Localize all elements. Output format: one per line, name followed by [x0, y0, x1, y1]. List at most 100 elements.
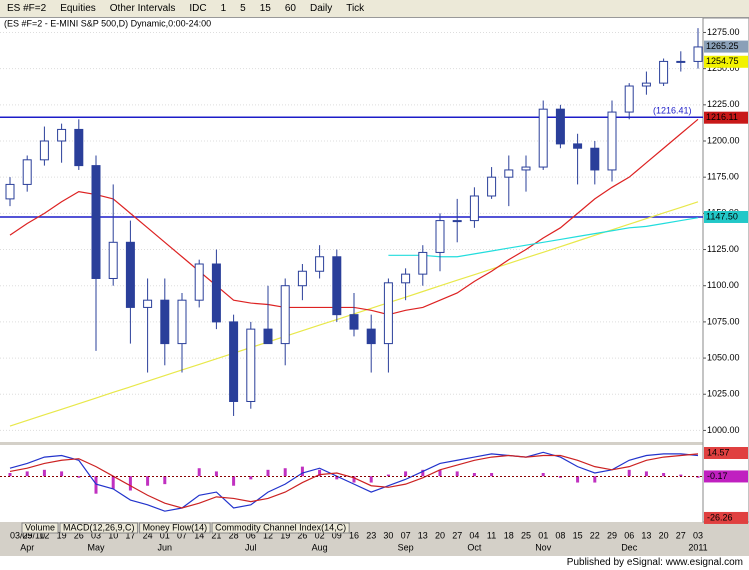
interval[interactable]: 1 — [220, 3, 227, 14]
candle-body — [5, 183, 15, 200]
x-tick-label: 04 — [469, 530, 479, 540]
candle-body — [91, 165, 101, 279]
x-month-label: Dec — [621, 542, 638, 552]
candle-body — [590, 147, 600, 171]
candle-body — [624, 85, 634, 113]
chart: (ES #F=2 - E-MINI S&P 500,D) Dynamic,0:0… — [0, 18, 749, 552]
tab-label: Commodity Channel Index(14,C) — [215, 522, 346, 532]
y-tick-label: -26.26 — [707, 512, 733, 522]
candle-body — [538, 108, 548, 168]
x-tick-label: 29 — [607, 530, 617, 540]
histogram-bar — [300, 466, 304, 477]
x-month-label: Oct — [467, 542, 482, 552]
histogram-bar — [576, 476, 580, 483]
interval[interactable]: Daily — [309, 3, 333, 14]
candle-body — [521, 166, 531, 171]
tab[interactable]: Money Flow(14) — [139, 522, 211, 534]
candle-body — [22, 159, 32, 185]
tab-box — [211, 522, 350, 534]
candle-body — [349, 314, 359, 330]
candle-body — [125, 241, 135, 308]
menu[interactable]: IDC — [189, 3, 207, 14]
tab-box — [21, 522, 59, 534]
histogram-bar — [128, 476, 132, 491]
candle-body — [194, 263, 204, 301]
footer: Published by eSignal: www.esignal.com — [0, 556, 749, 570]
candle-body — [297, 270, 307, 287]
candle-body — [143, 299, 153, 308]
candle-body — [74, 128, 84, 167]
x-tick-label: 27 — [676, 530, 686, 540]
histogram-bar — [455, 471, 459, 477]
y-tick-label: -0.17 — [707, 471, 728, 481]
price-badge-label: 1147.50 — [706, 211, 738, 221]
histogram-bar — [60, 471, 64, 477]
symbol[interactable]: ES #F=2 — [7, 3, 47, 14]
x-tick-label: 07 — [401, 530, 411, 540]
x-tick-label: 28 — [229, 530, 239, 540]
histogram-bar — [232, 476, 236, 486]
y-tick-label: 1050.00 — [707, 352, 740, 362]
candle-body — [160, 299, 170, 345]
histogram-bar — [369, 476, 373, 483]
menu[interactable]: Equities — [60, 3, 96, 14]
histogram-bar — [438, 469, 442, 477]
interval[interactable]: Tick — [346, 3, 365, 14]
price-badge — [704, 210, 748, 223]
histogram-bar — [404, 471, 408, 477]
y-tick-label: 1250.00 — [707, 63, 740, 73]
candle-body — [211, 263, 221, 323]
x-tick-label: 03/29/10 — [10, 530, 45, 540]
x-tick-label: 02 — [315, 530, 325, 540]
histogram-bar — [679, 474, 683, 477]
tab[interactable]: MACD(12,26,9,C) — [59, 522, 139, 534]
x-tick-label: 10 — [108, 530, 118, 540]
histogram-bar — [77, 476, 81, 478]
candle-body — [108, 241, 118, 279]
y-tick-label: 1025.00 — [707, 389, 740, 399]
x-tick-label: 26 — [297, 530, 307, 540]
candle-body — [607, 111, 617, 171]
x-month-label: Sep — [398, 542, 414, 552]
x-tick-label: 21 — [211, 530, 221, 540]
x-tick-label: 23 — [366, 530, 376, 540]
histogram-bar — [386, 474, 390, 477]
candle-body — [659, 60, 669, 84]
histogram-bar — [558, 476, 562, 478]
interval[interactable]: 60 — [284, 3, 296, 14]
y-tick-label: 14.57 — [707, 447, 730, 457]
x-month-label: Jun — [158, 542, 173, 552]
x-tick-label: 20 — [659, 530, 669, 540]
tab-label: MACD(12,26,9,C) — [63, 522, 135, 532]
histogram-bar — [214, 471, 218, 477]
histogram-bar — [283, 468, 287, 477]
line — [9, 453, 699, 509]
x-tick-label: 19 — [57, 530, 67, 540]
x-tick-label: 22 — [590, 530, 600, 540]
candle-body — [57, 128, 67, 142]
candle-body — [39, 140, 49, 161]
y-tick-label: 1275.00 — [707, 27, 740, 37]
x-tick-label: 05 — [22, 530, 32, 540]
menu[interactable]: Other Intervals — [109, 3, 176, 14]
candle-body — [555, 108, 565, 145]
tab[interactable]: Commodity Channel Index(14,C) — [211, 522, 350, 534]
histogram-bar — [111, 476, 115, 489]
price-badge-label: 1216.11 — [706, 112, 738, 122]
tab[interactable]: Volume — [21, 522, 59, 534]
candle-body — [246, 328, 256, 402]
x-tick-label: 18 — [504, 530, 514, 540]
x-month-label: May — [87, 542, 105, 552]
histogram-bar — [146, 476, 150, 486]
x-tick-label: 14 — [194, 530, 204, 540]
x-tick-label: 09 — [332, 530, 342, 540]
histogram-bar — [266, 469, 270, 477]
interval[interactable]: 15 — [259, 3, 271, 14]
histogram-bar — [318, 469, 322, 477]
interval[interactable]: 5 — [240, 3, 246, 14]
x-tick-label: 08 — [555, 530, 565, 540]
price-badge-label: 1254.75 — [706, 56, 739, 66]
x-tick-label: 12 — [263, 530, 273, 540]
histogram-bar — [8, 473, 12, 477]
